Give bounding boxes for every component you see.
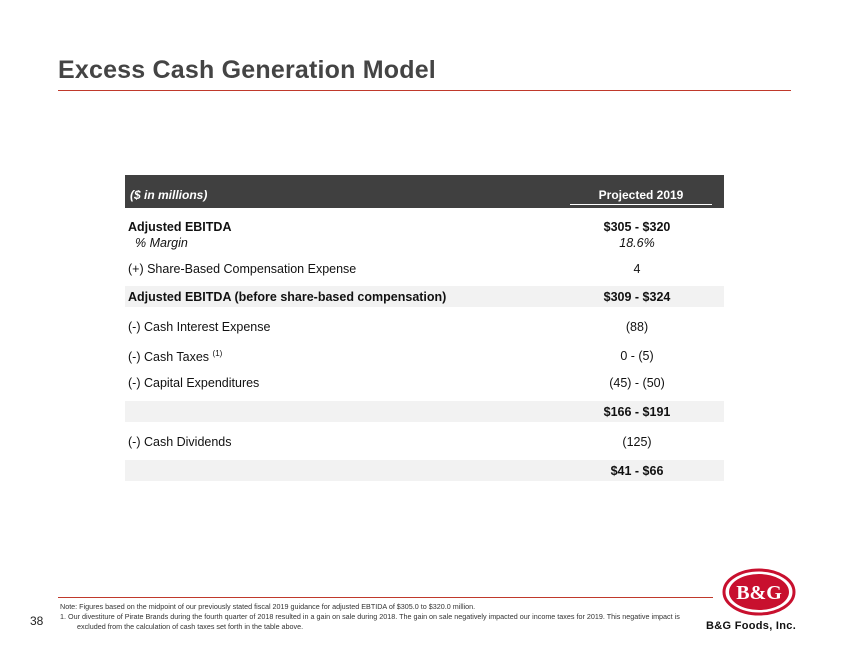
row-label: (-) Capital Expenditures	[128, 376, 260, 390]
footnote-1: 1. Our divestiture of Pirate Brands duri…	[60, 612, 680, 631]
table-row: Adjusted EBITDA $305 - $320	[125, 216, 724, 237]
table-row: (-) Cash Taxes (1) 0 - (5)	[125, 345, 724, 366]
row-value: 0 - (5)	[620, 349, 654, 363]
row-value: $305 - $320	[603, 220, 671, 234]
row-value: 4	[633, 262, 641, 276]
note-text: Note: Figures based on the midpoint of o…	[60, 602, 476, 611]
row-value: (125)	[622, 435, 652, 449]
column-header: Projected 2019	[570, 188, 712, 205]
table-row: (-) Capital Expenditures (45) - (50)	[125, 372, 724, 393]
footnote-marker: (1)	[212, 349, 223, 358]
row-label: (-) Cash Dividends	[128, 435, 232, 449]
brand-name: B&G Foods, Inc.	[706, 620, 797, 632]
row-label: Adjusted EBITDA	[128, 220, 232, 234]
row-value: $41 - $66	[610, 464, 664, 478]
table-row: (+) Share-Based Compensation Expense 4	[125, 258, 724, 279]
row-label: (-) Cash Interest Expense	[128, 320, 271, 334]
table-row: Adjusted EBITDA (before share-based comp…	[125, 286, 724, 307]
row-label: (-) Cash Taxes (1)	[128, 349, 223, 364]
row-value: 18.6%	[619, 236, 655, 250]
logo-text: B&G	[736, 582, 782, 604]
footnotes: Note: Figures based on the midpoint of o…	[60, 602, 700, 632]
page-number: 38	[30, 614, 44, 628]
row-value: $166 - $191	[603, 405, 671, 419]
page-title: Excess Cash Generation Model	[58, 56, 436, 84]
table-row: (-) Cash Dividends (125)	[125, 431, 724, 452]
table-header: ($ in millions) Projected 2019	[125, 175, 724, 208]
unit-label: ($ in millions)	[130, 188, 208, 202]
row-label: % Margin	[135, 236, 188, 250]
row-value: (45) - (50)	[609, 376, 665, 390]
title-divider	[58, 90, 791, 91]
row-label: Adjusted EBITDA (before share-based comp…	[128, 290, 447, 304]
row-value: $309 - $324	[603, 290, 671, 304]
row-value: (88)	[625, 320, 649, 334]
row-label: (+) Share-Based Compensation Expense	[128, 262, 357, 276]
table-row: (-) Cash Interest Expense (88)	[125, 316, 724, 337]
table-row: $41 - $66	[125, 460, 724, 481]
bg-foods-logo: B&G	[722, 568, 796, 616]
table-row: $166 - $191	[125, 401, 724, 422]
footer-divider	[58, 597, 713, 598]
cash-model-table: ($ in millions) Projected 2019 Adjusted …	[125, 175, 724, 481]
table-row: % Margin 18.6%	[125, 232, 724, 253]
